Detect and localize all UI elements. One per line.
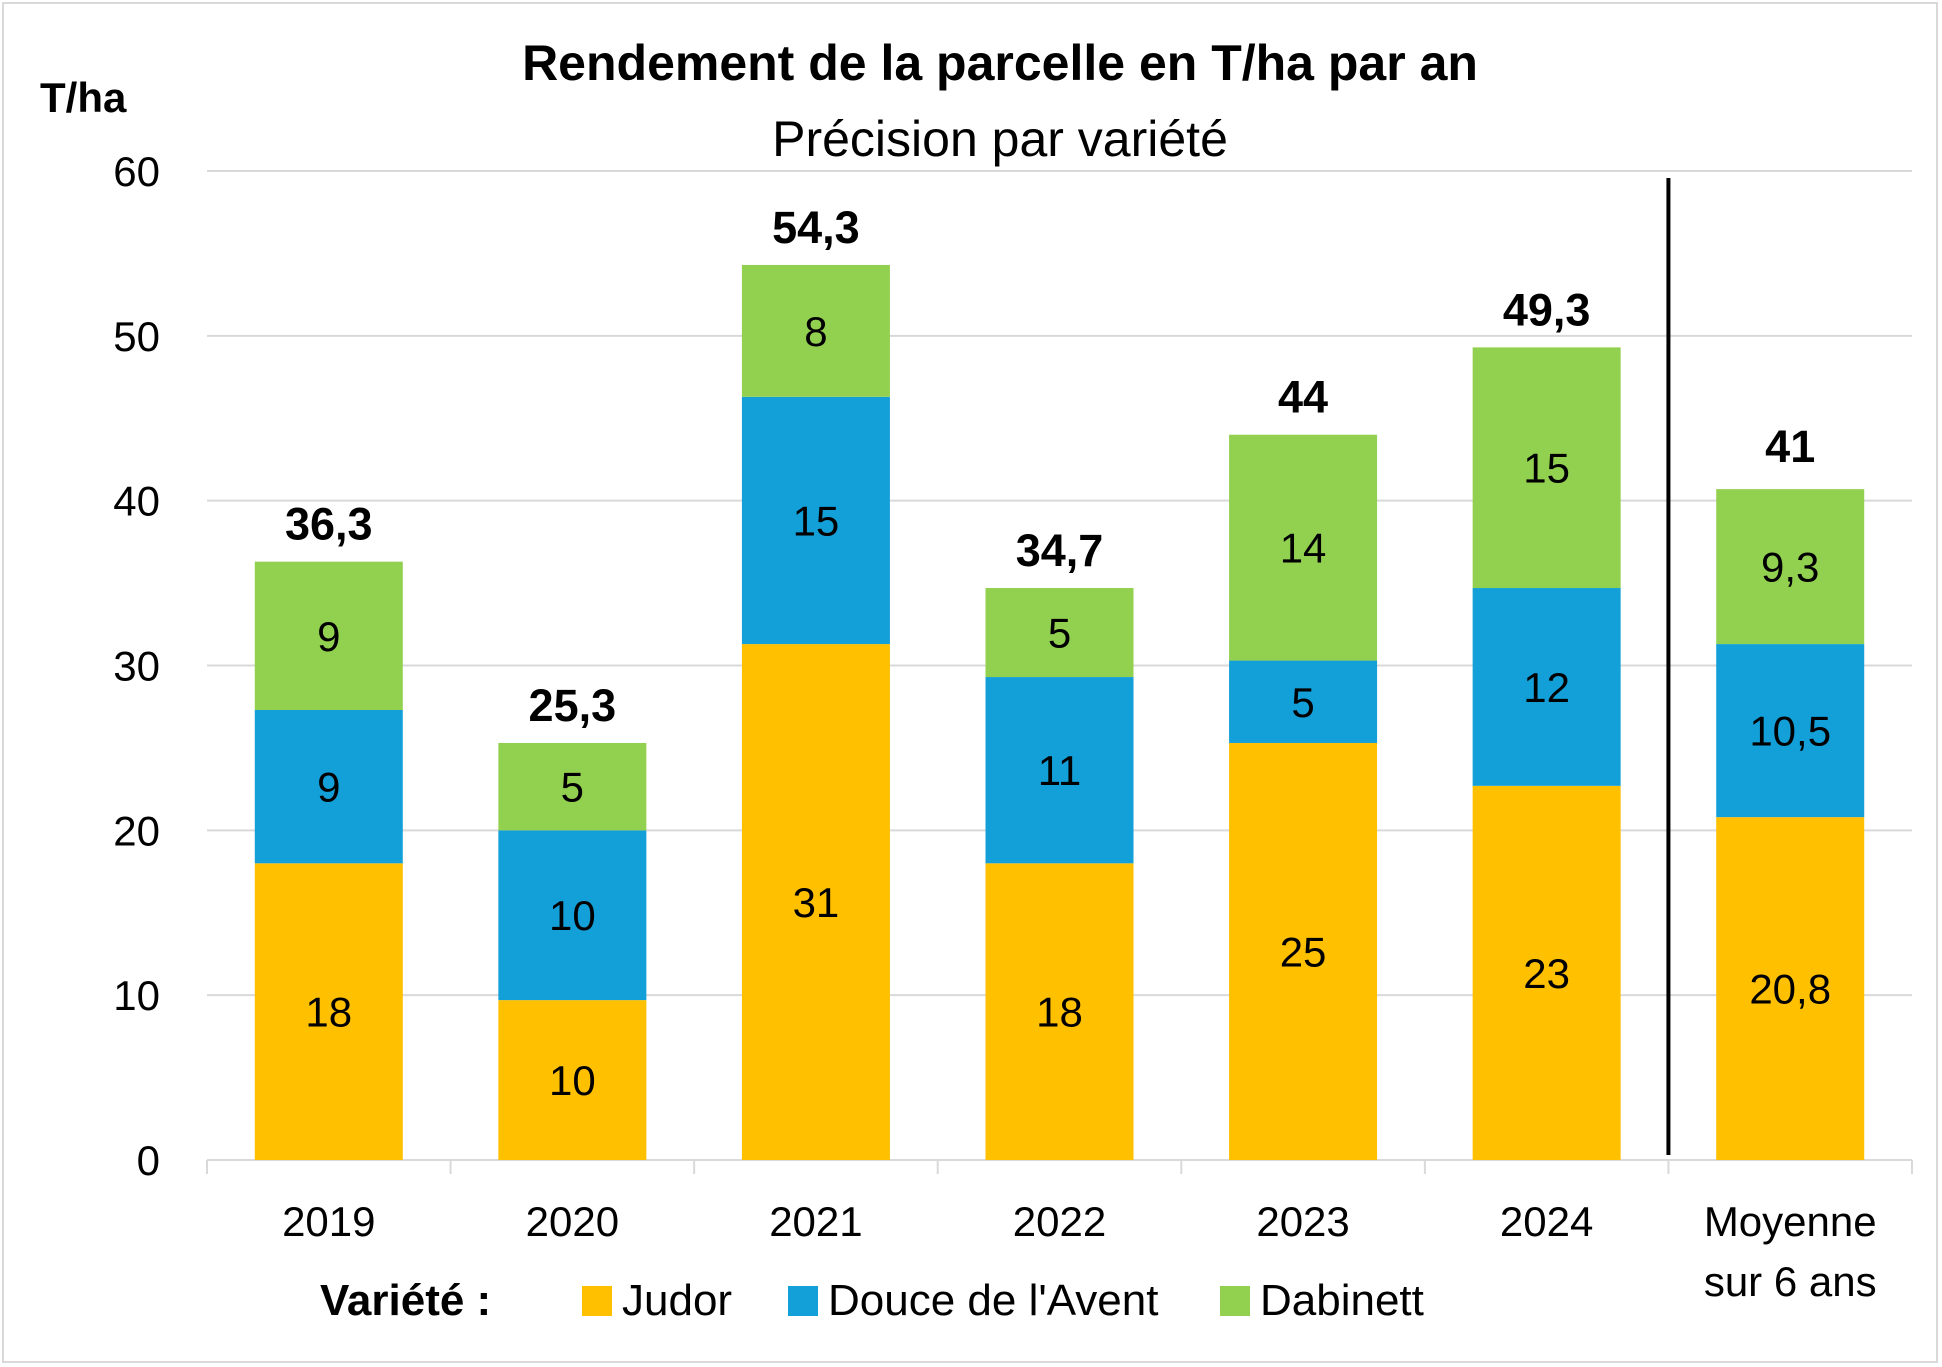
bar-total-label: 25,3 xyxy=(529,680,617,731)
x-category-label: 2020 xyxy=(526,1198,619,1245)
bar-segment-douce-de-l-avent xyxy=(254,710,403,864)
segment-value-label: 9 xyxy=(317,764,340,811)
y-tick-label: 10 xyxy=(113,972,160,1019)
x-category-label: 2022 xyxy=(1013,1198,1106,1245)
legend-item-douce-de-l-avent: Douce de l'Avent xyxy=(788,1276,1158,1326)
legend-label-judor: Judor xyxy=(622,1276,733,1325)
bar-segment-douce-de-l-avent xyxy=(1716,644,1865,818)
bar-segment-judor xyxy=(985,863,1134,1160)
bar-segment-judor xyxy=(1229,742,1378,1160)
segment-value-label: 20,8 xyxy=(1749,966,1831,1013)
segment-value-label: 18 xyxy=(1036,989,1083,1036)
y-axis-unit-label: T/ha xyxy=(40,74,127,121)
bar-total-label: 36,3 xyxy=(285,499,373,550)
bar-segment-dabinett xyxy=(1716,489,1865,645)
segment-value-label: 15 xyxy=(1523,445,1570,492)
legend-item-dabinett: Dabinett xyxy=(1220,1276,1424,1326)
segment-value-label: 10 xyxy=(549,1057,596,1104)
bar-segment-judor xyxy=(1472,785,1621,1160)
legend-swatch-judor xyxy=(582,1286,612,1316)
segment-value-label: 5 xyxy=(1291,679,1314,726)
x-category-label-line1: Moyenne xyxy=(1704,1198,1877,1245)
bar-segment-judor xyxy=(1716,817,1865,1160)
segment-value-label: 10,5 xyxy=(1749,708,1831,755)
legend-item-judor: Judor xyxy=(582,1276,732,1326)
chart-title: Rendement de la parcelle en T/ha par an xyxy=(522,35,1478,91)
bar-segment-douce-de-l-avent xyxy=(1229,660,1378,743)
segment-value-label: 15 xyxy=(793,497,840,544)
y-tick-label: 60 xyxy=(113,148,160,195)
segment-value-label: 31 xyxy=(793,879,840,926)
legend-label-dabinett: Dabinett xyxy=(1260,1276,1424,1325)
segment-value-label: 8 xyxy=(804,308,827,355)
bar-segment-dabinett xyxy=(741,264,890,397)
legend-swatch-douce-de-l-avent xyxy=(788,1286,818,1316)
y-tick-label: 50 xyxy=(113,313,160,360)
segment-value-label: 10 xyxy=(549,892,596,939)
segment-value-label: 5 xyxy=(561,764,584,811)
x-category-label: 2019 xyxy=(282,1198,375,1245)
legend-swatch-dabinett xyxy=(1220,1286,1250,1316)
segment-value-label: 9 xyxy=(317,613,340,660)
bar-segment-judor xyxy=(741,644,890,1160)
y-tick-label: 0 xyxy=(137,1137,160,1184)
y-tick-label: 40 xyxy=(113,478,160,525)
segment-value-label: 12 xyxy=(1523,664,1570,711)
segment-value-label: 25 xyxy=(1280,928,1327,975)
chart-subtitle: Précision par variété xyxy=(772,111,1228,167)
segment-value-label: 23 xyxy=(1523,950,1570,997)
x-category-label: 2021 xyxy=(769,1198,862,1245)
bar-segment-judor xyxy=(498,1000,647,1160)
bar-segment-dabinett xyxy=(1472,347,1621,589)
bar-total-label: 54,3 xyxy=(772,202,860,253)
bar-segment-dabinett xyxy=(498,742,647,831)
bar-segment-douce-de-l-avent xyxy=(498,830,647,1001)
segment-value-label: 14 xyxy=(1280,525,1327,572)
y-tick-label: 30 xyxy=(113,643,160,690)
legend: Variété : Judor Douce de l'Avent Dabinet… xyxy=(0,1276,1942,1336)
bar-total-label: 44 xyxy=(1278,372,1328,423)
bar-segment-dabinett xyxy=(985,588,1134,678)
segment-value-label: 5 xyxy=(1048,610,1071,657)
y-tick-label: 20 xyxy=(113,807,160,854)
bar-total-label: 41 xyxy=(1765,421,1815,472)
bar-segment-douce-de-l-avent xyxy=(985,677,1134,864)
bar-segment-douce-de-l-avent xyxy=(741,396,890,645)
bar-total-label: 34,7 xyxy=(1016,525,1104,576)
bar-segment-douce-de-l-avent xyxy=(1472,588,1621,786)
bar-segment-dabinett xyxy=(254,561,403,711)
bar-segment-judor xyxy=(254,863,403,1160)
segment-value-label: 18 xyxy=(305,989,352,1036)
legend-label-douce-de-l-avent: Douce de l'Avent xyxy=(828,1276,1159,1325)
x-category-label-line2: sur 6 ans xyxy=(1704,1258,1877,1305)
x-category-label: 2024 xyxy=(1500,1198,1593,1245)
x-category-label: 2023 xyxy=(1256,1198,1349,1245)
bar-segment-dabinett xyxy=(1229,434,1378,661)
segment-value-label: 9,3 xyxy=(1761,544,1819,591)
bar-total-label: 49,3 xyxy=(1503,284,1591,335)
segment-value-label: 11 xyxy=(1038,747,1082,794)
legend-title: Variété : xyxy=(320,1276,492,1325)
